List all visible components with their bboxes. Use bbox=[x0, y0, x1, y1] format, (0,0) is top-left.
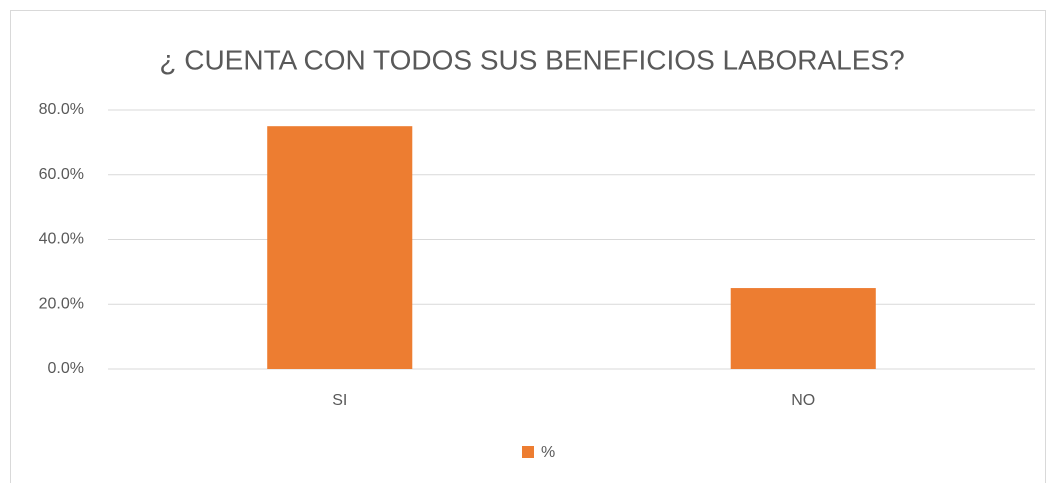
bar bbox=[267, 126, 413, 369]
bar bbox=[730, 288, 876, 369]
y-tick-label: 60.0% bbox=[39, 166, 84, 183]
legend-label: % bbox=[541, 444, 555, 461]
chart-border bbox=[10, 10, 1046, 483]
y-tick-label: 20.0% bbox=[39, 295, 84, 312]
chart-title: ¿ CUENTA CON TODOS SUS BENEFICIOS LABORA… bbox=[159, 44, 904, 75]
x-tick-label: NO bbox=[791, 392, 815, 409]
y-tick-label: 40.0% bbox=[39, 231, 84, 248]
y-tick-label: 80.0% bbox=[39, 101, 84, 118]
y-tick-label: 0.0% bbox=[48, 360, 84, 377]
x-tick-label: SI bbox=[332, 392, 347, 409]
legend-swatch bbox=[522, 446, 534, 458]
